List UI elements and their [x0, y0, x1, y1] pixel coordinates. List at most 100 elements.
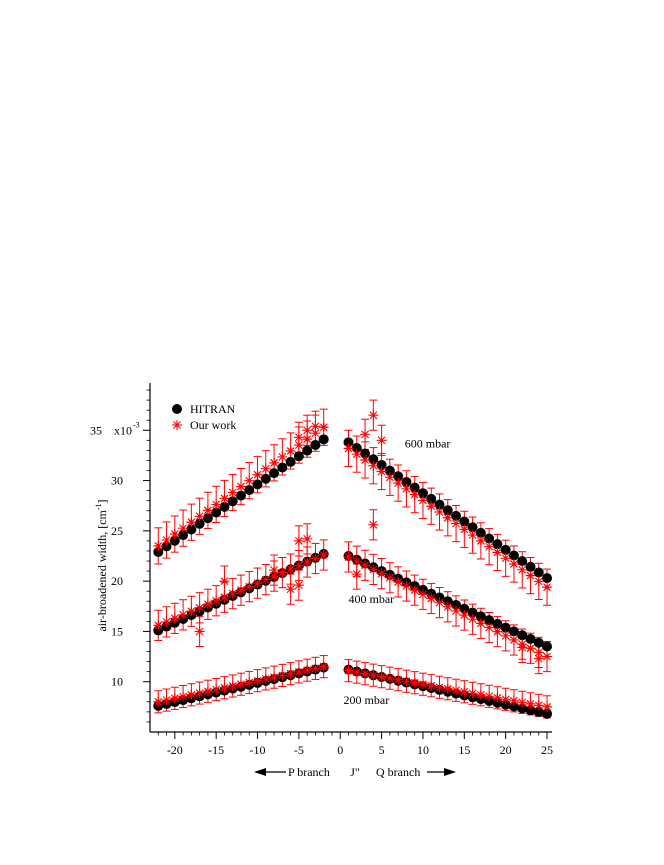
asterisk-stroke — [485, 542, 494, 551]
our-work-point — [360, 560, 371, 571]
our-work-point — [451, 605, 462, 616]
our-work-point — [475, 618, 486, 629]
hitran-point — [161, 541, 172, 552]
asterisk-stroke — [361, 430, 369, 439]
asterisk-stroke — [294, 667, 303, 676]
hitran-point — [409, 482, 420, 493]
asterisk-stroke — [179, 610, 188, 619]
asterisk-stroke — [518, 698, 527, 707]
x-tick-label: 20 — [500, 743, 512, 757]
hitran-point — [235, 490, 246, 501]
annotation-400-mbar: 400 mbar — [349, 592, 395, 606]
our-work-point — [351, 569, 362, 580]
our-work-point — [252, 675, 263, 686]
our-work-point — [227, 680, 238, 691]
asterisk-stroke — [311, 664, 320, 673]
asterisk-stroke — [179, 524, 188, 533]
ticks-layer: -20 -15 -10 -5 0 5 10 15 20 25 10 15 20 25 30 35 — [90, 389, 553, 757]
hitran-point — [533, 567, 544, 578]
annotation-600-mbar: 600 mbar — [405, 436, 451, 450]
our-work-point — [194, 626, 205, 637]
our-work-point — [384, 472, 395, 483]
our-work-point — [500, 630, 511, 641]
our-work-point — [401, 483, 412, 494]
asterisk-stroke — [278, 452, 287, 461]
our-work-point — [186, 606, 197, 617]
our-work-point — [451, 685, 462, 696]
our-work-point — [235, 679, 246, 690]
our-work-point — [186, 689, 197, 700]
our-work-point — [426, 501, 437, 512]
our-work-point — [169, 529, 180, 540]
our-work-point — [442, 512, 453, 523]
our-work-point — [269, 565, 280, 576]
asterisk-stroke — [510, 636, 518, 644]
our-work-point — [260, 673, 271, 684]
our-work-point — [533, 700, 544, 711]
asterisk-stroke — [485, 692, 494, 701]
x-tick-label: -15 — [208, 743, 224, 757]
legend: HITRAN Our work — [172, 402, 236, 432]
asterisk-stroke — [526, 699, 535, 708]
hitran-point — [500, 622, 511, 633]
our-work-point — [178, 523, 189, 534]
hitran-point — [508, 626, 519, 637]
hitran-point — [542, 573, 553, 584]
hitran-point — [442, 505, 453, 516]
legend-hitran-label: HITRAN — [190, 402, 236, 416]
asterisk-stroke — [468, 615, 477, 624]
hitran-point — [277, 462, 288, 473]
hitran-point — [451, 510, 462, 521]
hitran-point — [293, 451, 304, 462]
hitran-point — [500, 544, 511, 555]
our-work-point — [542, 582, 553, 593]
asterisk-stroke — [377, 569, 386, 578]
asterisk-stroke — [303, 666, 312, 675]
our-work-point — [451, 518, 462, 529]
asterisk-stroke — [526, 644, 535, 653]
hitran-point — [508, 550, 519, 561]
our-work-point — [302, 425, 313, 436]
our-work-point — [202, 686, 213, 697]
our-work-point — [434, 597, 445, 608]
our-work-point — [161, 616, 172, 627]
asterisk-stroke — [228, 589, 237, 598]
hitran-point — [467, 607, 478, 618]
y-axis-title-superscript: -1 — [94, 503, 103, 510]
asterisk-stroke — [518, 643, 527, 652]
our-work-point — [426, 593, 437, 604]
asterisk-stroke — [369, 461, 378, 470]
our-work-point — [484, 541, 495, 552]
hitran-point — [542, 641, 553, 652]
our-work-point — [467, 614, 478, 625]
hitran-point — [351, 442, 362, 453]
hitran-point — [475, 611, 486, 622]
our-work-point — [302, 434, 313, 445]
asterisk-stroke — [452, 607, 460, 615]
our-work-point — [368, 410, 379, 421]
asterisk-stroke — [245, 678, 254, 687]
our-work-point — [376, 671, 387, 682]
our-work-point — [202, 505, 213, 516]
x-tick-label: 10 — [417, 743, 429, 757]
hitran-point — [492, 618, 503, 629]
our-work-point — [434, 682, 445, 693]
hitran-point — [517, 703, 528, 714]
hitran-point — [492, 539, 503, 550]
our-work-point — [211, 684, 222, 695]
y-multiplier-label: x10 — [114, 423, 132, 437]
asterisk-stroke — [170, 614, 179, 623]
asterisk-stroke — [270, 458, 278, 467]
asterisk-stroke — [203, 600, 212, 609]
asterisk-stroke — [220, 494, 229, 503]
hitran-point — [484, 533, 495, 544]
asterisk-stroke — [452, 686, 460, 695]
our-work-point — [194, 511, 205, 522]
x-tick-label: 0 — [337, 743, 343, 757]
hitran-point — [517, 556, 528, 567]
our-work-point — [235, 481, 246, 492]
our-work-point — [153, 620, 164, 631]
our-work-point — [542, 701, 553, 712]
y-tick-label: 30 — [111, 474, 123, 488]
